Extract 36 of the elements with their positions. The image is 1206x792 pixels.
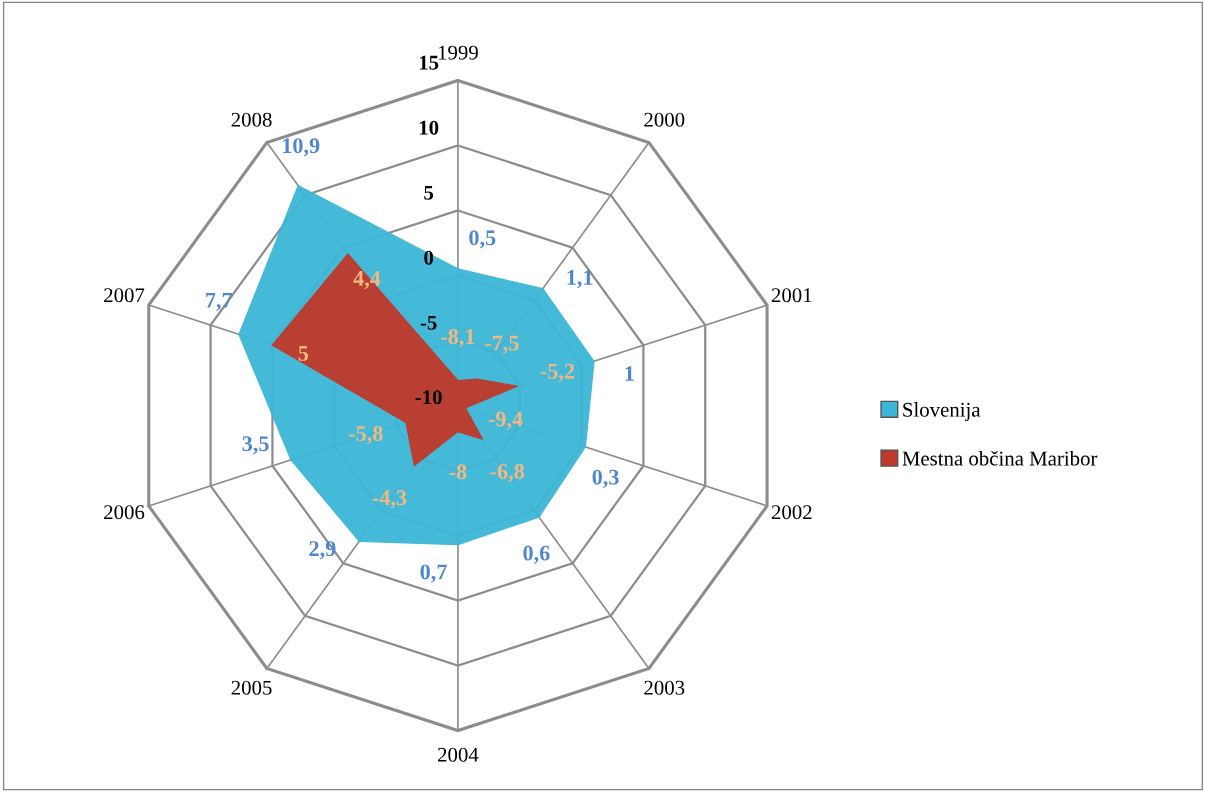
data-label: 5 <box>298 346 309 361</box>
legend-label: Slovenija <box>903 402 981 422</box>
y-tick-label: -5 <box>420 315 437 330</box>
data-label: -6,8 <box>490 463 525 483</box>
spoke-label: 1999 <box>438 45 478 60</box>
data-label: 0,3 <box>592 469 619 488</box>
spoke-label: 2007 <box>104 288 145 303</box>
data-label: 0,5 <box>469 230 496 249</box>
y-tick-label: -10 <box>415 390 442 405</box>
spoke-label: 2000 <box>644 112 685 127</box>
spoke-label: 2005 <box>231 680 272 695</box>
y-tick-label: 0 <box>424 250 434 265</box>
data-label: -5,8 <box>349 426 383 445</box>
data-label: 3,5 <box>242 436 269 455</box>
data-label: 0,7 <box>420 564 447 583</box>
data-label: -8,1 <box>441 329 475 348</box>
data-label: -4,3 <box>372 490 407 509</box>
spoke-label: 2003 <box>644 680 685 695</box>
legend-label: Mestna občina Maribor <box>902 450 1098 466</box>
spoke-label: 2008 <box>231 112 272 127</box>
spoke-label: 2004 <box>438 747 479 762</box>
y-tick-label: 5 <box>424 185 434 200</box>
spoke-label: 2006 <box>104 505 145 520</box>
data-label: 1 <box>625 366 634 381</box>
y-tick-label: 15 <box>419 55 439 70</box>
data-label: 10,9 <box>283 138 320 157</box>
spoke-label: 2001 <box>771 288 812 303</box>
data-label: -9,4 <box>488 411 523 430</box>
data-label: -5,2 <box>540 363 575 382</box>
data-label: 0,6 <box>523 545 550 564</box>
data-label: -7,5 <box>485 335 519 354</box>
spoke-label: 2002 <box>771 505 812 520</box>
y-tick-label: 10 <box>419 120 439 135</box>
data-label: 1,1 <box>567 270 593 289</box>
data-label: -8 <box>449 464 467 480</box>
data-label: 2,9 <box>309 541 336 560</box>
